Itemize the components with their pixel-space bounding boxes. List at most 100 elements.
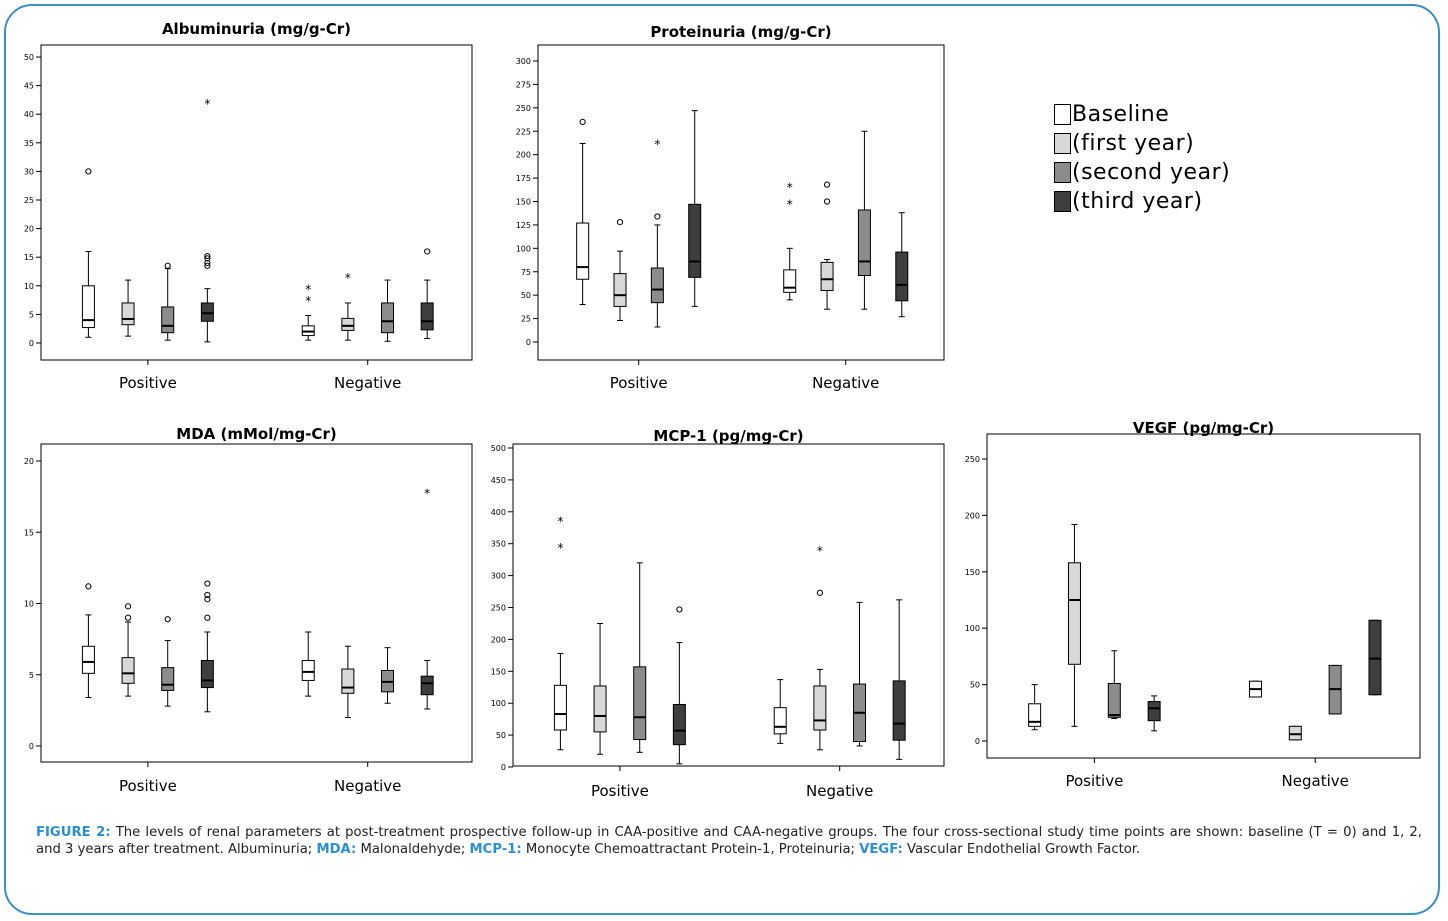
box-plot: ** <box>553 515 567 751</box>
box-plot <box>1328 664 1342 715</box>
legend-label: (second year) <box>1072 160 1231 185</box>
box-plot: ** <box>783 181 797 301</box>
extreme-point: * <box>787 181 793 195</box>
box <box>121 657 135 684</box>
box-plot <box>341 645 355 718</box>
box-plot <box>81 583 95 699</box>
box <box>813 685 827 731</box>
y-tick-label: 50 <box>970 681 980 690</box>
box-plot <box>81 168 95 338</box>
box-plot <box>301 631 315 697</box>
y-tick-label: 200 <box>965 511 980 520</box>
box-plot <box>613 219 627 321</box>
caption-text: Malonaldehyde; <box>356 842 470 857</box>
box-plot <box>672 606 686 765</box>
box-plot <box>857 130 871 310</box>
box-plot <box>420 248 434 339</box>
chart-title: MCP-1 (pg/mg-Cr) <box>653 427 803 445</box>
box <box>773 707 787 735</box>
box-plot <box>121 603 135 697</box>
box <box>593 685 607 733</box>
outlier-point <box>823 181 831 188</box>
y-tick-label: 20 <box>24 457 34 466</box>
y-tick-label: 0 <box>501 763 506 772</box>
outlier-point <box>654 213 661 220</box>
box <box>341 317 355 331</box>
outlier-point <box>424 248 431 255</box>
legend: Baseline (first year) (second year) (thi… <box>1054 100 1230 216</box>
extreme-point: * <box>654 137 660 151</box>
chart-title: Albuminuria (mg/g-Cr) <box>162 20 351 38</box>
outlier-point <box>204 591 211 599</box>
box <box>672 703 686 746</box>
box-plot <box>161 262 175 341</box>
outlier-point <box>124 603 132 610</box>
caption-key-mcp1: MCP-1: <box>469 842 522 857</box>
box <box>341 668 355 694</box>
y-tick-label: 50 <box>496 731 506 740</box>
y-tick-label: 25 <box>521 315 531 324</box>
y-tick-label: 225 <box>516 127 531 136</box>
box-plot <box>200 580 214 713</box>
extreme-point: * <box>305 294 311 308</box>
y-tick-label: 125 <box>516 221 531 230</box>
y-tick-label: 500 <box>491 444 506 453</box>
box <box>1067 562 1081 665</box>
box <box>1028 703 1042 727</box>
plot-frame <box>986 433 1421 759</box>
box <box>650 267 664 304</box>
extreme-point: * <box>345 271 351 285</box>
box-plot <box>1288 725 1302 741</box>
outlier-point <box>204 259 211 267</box>
box <box>81 645 95 674</box>
category-label: Negative <box>806 782 873 800</box>
y-tick-label: 200 <box>516 151 531 160</box>
box <box>381 302 395 334</box>
category-label: Positive <box>1065 772 1123 790</box>
extreme-point: * <box>424 486 430 500</box>
box <box>301 660 315 681</box>
y-tick-label: 30 <box>24 167 34 176</box>
y-tick-label: 35 <box>24 139 34 148</box>
box <box>420 675 434 696</box>
box-plot <box>576 118 590 306</box>
chart-title: Proteinuria (mg/g-Cr) <box>650 23 831 41</box>
y-tick-label: 40 <box>24 110 34 119</box>
box-plot: * <box>813 544 827 751</box>
outlier-point <box>579 118 586 125</box>
box-plot <box>1368 619 1382 696</box>
y-tick-label: 25 <box>24 196 34 205</box>
outlier-point <box>204 252 211 260</box>
extreme-point: * <box>557 541 563 555</box>
y-tick-label: 5 <box>29 671 34 680</box>
plot-frame <box>40 443 473 763</box>
category-label: Negative <box>334 374 401 392</box>
legend-swatch <box>1054 133 1071 154</box>
category-label: Negative <box>1282 772 1349 790</box>
extreme-point: * <box>557 515 563 529</box>
category-label: Negative <box>334 777 401 795</box>
box <box>200 660 214 689</box>
outlier-point <box>204 262 211 269</box>
outlier-point <box>816 589 823 596</box>
legend-item-baseline: Baseline <box>1054 100 1230 129</box>
y-tick-label: 50 <box>24 53 34 62</box>
outlier-point <box>204 596 211 603</box>
y-tick-label: 200 <box>491 635 506 644</box>
category-label: Negative <box>812 374 879 392</box>
box <box>613 273 627 307</box>
box <box>81 285 95 329</box>
box-plot <box>1147 695 1161 732</box>
box-plot <box>381 279 395 342</box>
legend-swatch <box>1054 162 1071 183</box>
chart-mcp1: MCP-1 (pg/mg-Cr) 0 50 100 150 200 250 300 350 400… <box>491 427 945 800</box>
box-plot <box>773 679 787 744</box>
box-plot <box>121 279 135 337</box>
box-plot: * <box>341 271 355 341</box>
y-tick-label: 150 <box>965 568 980 577</box>
y-tick-label: 400 <box>491 508 506 517</box>
y-tick-label: 250 <box>965 455 980 464</box>
box <box>820 261 834 291</box>
box <box>857 209 871 276</box>
box-plot <box>161 616 175 707</box>
